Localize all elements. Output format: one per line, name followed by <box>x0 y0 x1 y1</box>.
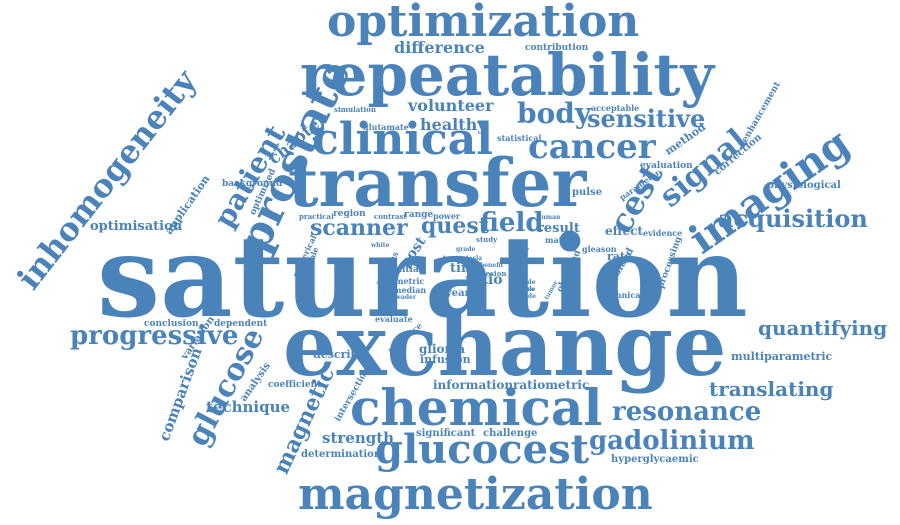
word-median: median <box>393 285 427 295</box>
word-conclusion: conclusion <box>144 319 199 329</box>
word-type: type <box>443 255 458 262</box>
word-describe: describe <box>313 348 366 361</box>
word-body: body <box>517 97 592 130</box>
word-clinical: clinical <box>312 114 493 165</box>
word-challenge: challenge <box>483 428 538 439</box>
word-repeatability: repeatability <box>300 41 715 109</box>
word-information: information <box>433 378 514 392</box>
word-statistical: statistical <box>497 133 542 143</box>
word-saturation: saturation <box>97 212 748 343</box>
word-study: study <box>476 235 498 244</box>
word-progressive: progressive <box>70 321 239 351</box>
word-time: time <box>450 261 483 276</box>
word-evaluate: evaluate <box>375 314 413 324</box>
word-determination: determination <box>301 449 382 460</box>
word-amide: amide <box>515 279 536 286</box>
word-technique: technique <box>206 398 291 416</box>
word-evaluation: evaluation <box>640 161 693 171</box>
word-model: model <box>517 287 535 293</box>
word-field: field <box>480 208 544 238</box>
word-coefficient: coefficient <box>268 380 322 390</box>
word-enhancement: enhancement <box>740 80 783 145</box>
word-ratiometric: ratiometric <box>513 378 590 392</box>
word-include: include <box>511 293 536 300</box>
word-infusion: infusion <box>420 353 471 366</box>
word-volunteer: volunteer <box>408 96 494 115</box>
word-acceptable: acceptable <box>591 103 640 113</box>
word-transfer: transfer <box>288 144 587 222</box>
word-ratio: ratio <box>465 272 503 288</box>
word-hyperglycaemic: hyperglycaemic <box>611 454 699 465</box>
word-region: region <box>333 209 366 219</box>
word-lesion: lesion <box>483 269 507 278</box>
word-mode: mode <box>517 286 536 293</box>
word-technical: technical <box>602 290 644 300</box>
word-physiological: physiological <box>767 180 841 191</box>
word-optimization: optimization <box>327 0 640 47</box>
word-power: power <box>433 211 461 221</box>
word-white: white <box>371 242 390 249</box>
word-benefit: benefit <box>480 262 504 269</box>
word-contrast: contrast <box>374 212 407 221</box>
word-simulation: simulation <box>334 105 376 114</box>
word-year: year <box>446 288 470 299</box>
word-matter: matter <box>545 235 576 245</box>
word-dependent: dependent <box>214 319 268 329</box>
word-contribution: contribution <box>525 43 589 53</box>
word-pulse: pulse <box>572 187 603 198</box>
word-chemical: chemical <box>350 378 603 437</box>
word-practical: practical <box>299 212 334 221</box>
word-exchange: exchange <box>283 296 727 395</box>
word-translating: translating <box>709 377 834 401</box>
word-background: background <box>222 179 283 189</box>
word-initial: initial <box>392 265 423 275</box>
word-reader: reader <box>394 294 417 301</box>
word-glioma: glioma <box>419 342 465 356</box>
word-tesla: tesla <box>466 255 483 262</box>
word-human: human <box>537 214 561 221</box>
word-acquisition: acquisition <box>718 204 868 233</box>
word-glucocest: glucocest <box>375 426 590 473</box>
word-metric: metric <box>395 276 425 286</box>
word-result: result <box>537 221 580 236</box>
word-multiparametric: multiparametric <box>731 350 833 363</box>
word-strength: strength <box>322 429 395 447</box>
word-quantifying: quantifying <box>758 316 888 340</box>
word-cancer: cancer <box>528 127 656 167</box>
word-evidence: evidence <box>643 228 683 238</box>
word-significant: significant <box>416 428 476 439</box>
word-effect: effect <box>605 224 643 238</box>
word-gadolinium: gadolinium <box>589 426 755 456</box>
word-grade: grade <box>456 246 476 253</box>
word-healthy: healthy <box>420 115 487 134</box>
word-glutamate: glutamate <box>363 122 409 132</box>
word-optimisation: optimisation <box>90 219 183 234</box>
word-quest: quest <box>421 213 489 239</box>
word-scanner: scanner <box>310 215 408 241</box>
word-resonance: resonance <box>612 397 762 427</box>
word-rate: rate <box>607 250 633 263</box>
word-gleason: gleason <box>582 244 617 254</box>
word-difference: difference <box>394 38 485 57</box>
word-magnetization: magnetization <box>298 469 653 520</box>
word-range: range <box>404 210 434 220</box>
word-sensitive: sensitive <box>587 104 706 133</box>
